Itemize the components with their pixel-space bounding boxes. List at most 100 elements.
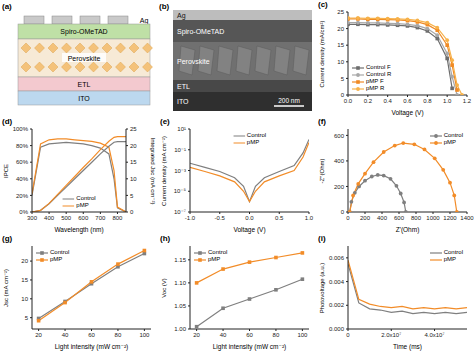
svg-text:100: 100 (139, 332, 150, 338)
svg-text:500: 500 (61, 215, 72, 221)
svg-text:40: 40 (220, 332, 227, 338)
svg-text:25: 25 (337, 9, 344, 15)
svg-text:ETL: ETL (78, 81, 91, 88)
svg-text:1400: 1400 (460, 215, 474, 221)
svg-text:80: 80 (273, 332, 280, 338)
html-text:(d): (d) (2, 117, 13, 126)
svg-text:800: 800 (112, 215, 123, 221)
svg-text:(b): (b) (159, 2, 170, 11)
svg-text:(a): (a) (2, 2, 12, 11)
html-text:(c): (c) (318, 0, 328, 9)
svg-text:60%: 60% (16, 159, 29, 165)
svg-text:ITO: ITO (177, 98, 189, 105)
svg-text:0.2: 0.2 (364, 98, 373, 104)
svg-text:1200: 1200 (443, 215, 457, 221)
html-text:(i): (i) (318, 234, 326, 243)
svg-text:200 nm: 200 nm (278, 97, 300, 104)
svg-text:400: 400 (44, 215, 55, 221)
html-text:Voltage (V): Voltage (V) (391, 109, 424, 116)
svg-text:20: 20 (35, 332, 42, 338)
svg-text:Spiro-OMeTAD: Spiro-OMeTAD (60, 28, 107, 36)
svg-text:5: 5 (341, 76, 345, 82)
svg-text:15: 15 (130, 159, 137, 165)
svg-text:1.2: 1.2 (463, 98, 472, 104)
svg-text:0: 0 (130, 209, 134, 215)
svg-text:60: 60 (88, 332, 95, 338)
svg-text:200: 200 (334, 184, 345, 190)
svg-text:20%: 20% (16, 193, 29, 199)
svg-text:200: 200 (360, 215, 371, 221)
svg-text:1.05: 1.05 (174, 303, 186, 309)
svg-text:2.0x10⁷: 2.0x10⁷ (381, 332, 401, 338)
svg-text:0: 0 (346, 332, 350, 338)
svg-text:10⁻¹: 10⁻¹ (174, 147, 186, 153)
svg-text:0: 0 (341, 209, 345, 215)
svg-text:80: 80 (115, 332, 122, 338)
svg-text:-1.0: -1.0 (185, 215, 196, 221)
svg-text:40%: 40% (16, 176, 29, 182)
svg-text:300: 300 (27, 215, 38, 221)
svg-text:600: 600 (78, 215, 89, 221)
svg-text:0.0: 0.0 (245, 215, 254, 221)
svg-text:1000: 1000 (426, 215, 440, 221)
svg-text:5: 5 (130, 193, 134, 199)
svg-text:Spiro-OMeTAD: Spiro-OMeTAD (177, 28, 224, 36)
html-text:(h): (h) (160, 234, 171, 243)
svg-text:600: 600 (334, 133, 345, 139)
svg-text:80%: 80% (16, 143, 29, 149)
svg-text:600: 600 (394, 215, 405, 221)
svg-text:100%: 100% (13, 126, 29, 132)
html-text:Current density (mA/cm²): Current density (mA/cm²) (318, 20, 325, 87)
svg-text:0.000: 0.000 (329, 326, 345, 332)
svg-text:1.0: 1.0 (305, 215, 314, 221)
svg-text:Ag: Ag (177, 12, 186, 20)
svg-text:0%: 0% (19, 209, 28, 215)
svg-text:0.6: 0.6 (403, 98, 412, 104)
svg-text:20: 20 (130, 143, 137, 149)
svg-text:-0.5: -0.5 (215, 215, 226, 221)
svg-text:100: 100 (297, 332, 308, 338)
svg-text:20: 20 (193, 332, 200, 338)
svg-text:0.002: 0.002 (329, 302, 345, 308)
svg-text:Perovskite: Perovskite (68, 55, 101, 62)
svg-text:60: 60 (246, 332, 253, 338)
svg-text:1.10: 1.10 (174, 280, 186, 286)
svg-text:10¹: 10¹ (177, 126, 186, 132)
svg-text:ITO: ITO (78, 95, 90, 102)
html-text:(g): (g) (2, 234, 13, 243)
svg-text:0.5: 0.5 (275, 215, 284, 221)
svg-text:10: 10 (337, 59, 344, 65)
html-text:(f): (f) (318, 117, 326, 126)
svg-text:10: 10 (130, 176, 137, 182)
svg-text:Ag: Ag (139, 17, 149, 24)
svg-text:15: 15 (337, 42, 344, 48)
svg-text:10⁻³: 10⁻³ (174, 168, 186, 174)
svg-text:20: 20 (337, 26, 344, 32)
svg-text:25: 25 (130, 126, 137, 132)
svg-text:40: 40 (62, 332, 69, 338)
svg-text:400: 400 (334, 158, 345, 164)
svg-text:20: 20 (21, 258, 28, 264)
html-text:(e): (e) (160, 117, 170, 126)
svg-text:10⁻⁵: 10⁻⁵ (174, 188, 187, 194)
svg-text:15: 15 (21, 277, 28, 283)
svg-text:0.004: 0.004 (329, 279, 345, 285)
svg-text:Perovskite: Perovskite (177, 58, 210, 65)
svg-text:10⁻⁷: 10⁻⁷ (174, 209, 186, 215)
svg-text:700: 700 (95, 215, 106, 221)
svg-text:0: 0 (341, 92, 345, 98)
svg-text:400: 400 (377, 215, 388, 221)
svg-text:4.0x10⁷: 4.0x10⁷ (424, 332, 444, 338)
svg-text:0.0: 0.0 (344, 98, 353, 104)
svg-text:5: 5 (25, 315, 29, 321)
svg-text:ETL: ETL (177, 83, 190, 90)
svg-text:0.4: 0.4 (383, 98, 392, 104)
svg-text:0.006: 0.006 (329, 255, 345, 261)
svg-text:0.8: 0.8 (423, 98, 432, 104)
svg-text:1.00: 1.00 (174, 326, 186, 332)
svg-text:1.0: 1.0 (443, 98, 452, 104)
svg-text:10: 10 (21, 296, 28, 302)
svg-text:1.15: 1.15 (174, 257, 186, 263)
svg-text:0: 0 (346, 215, 350, 221)
svg-text:800: 800 (411, 215, 422, 221)
